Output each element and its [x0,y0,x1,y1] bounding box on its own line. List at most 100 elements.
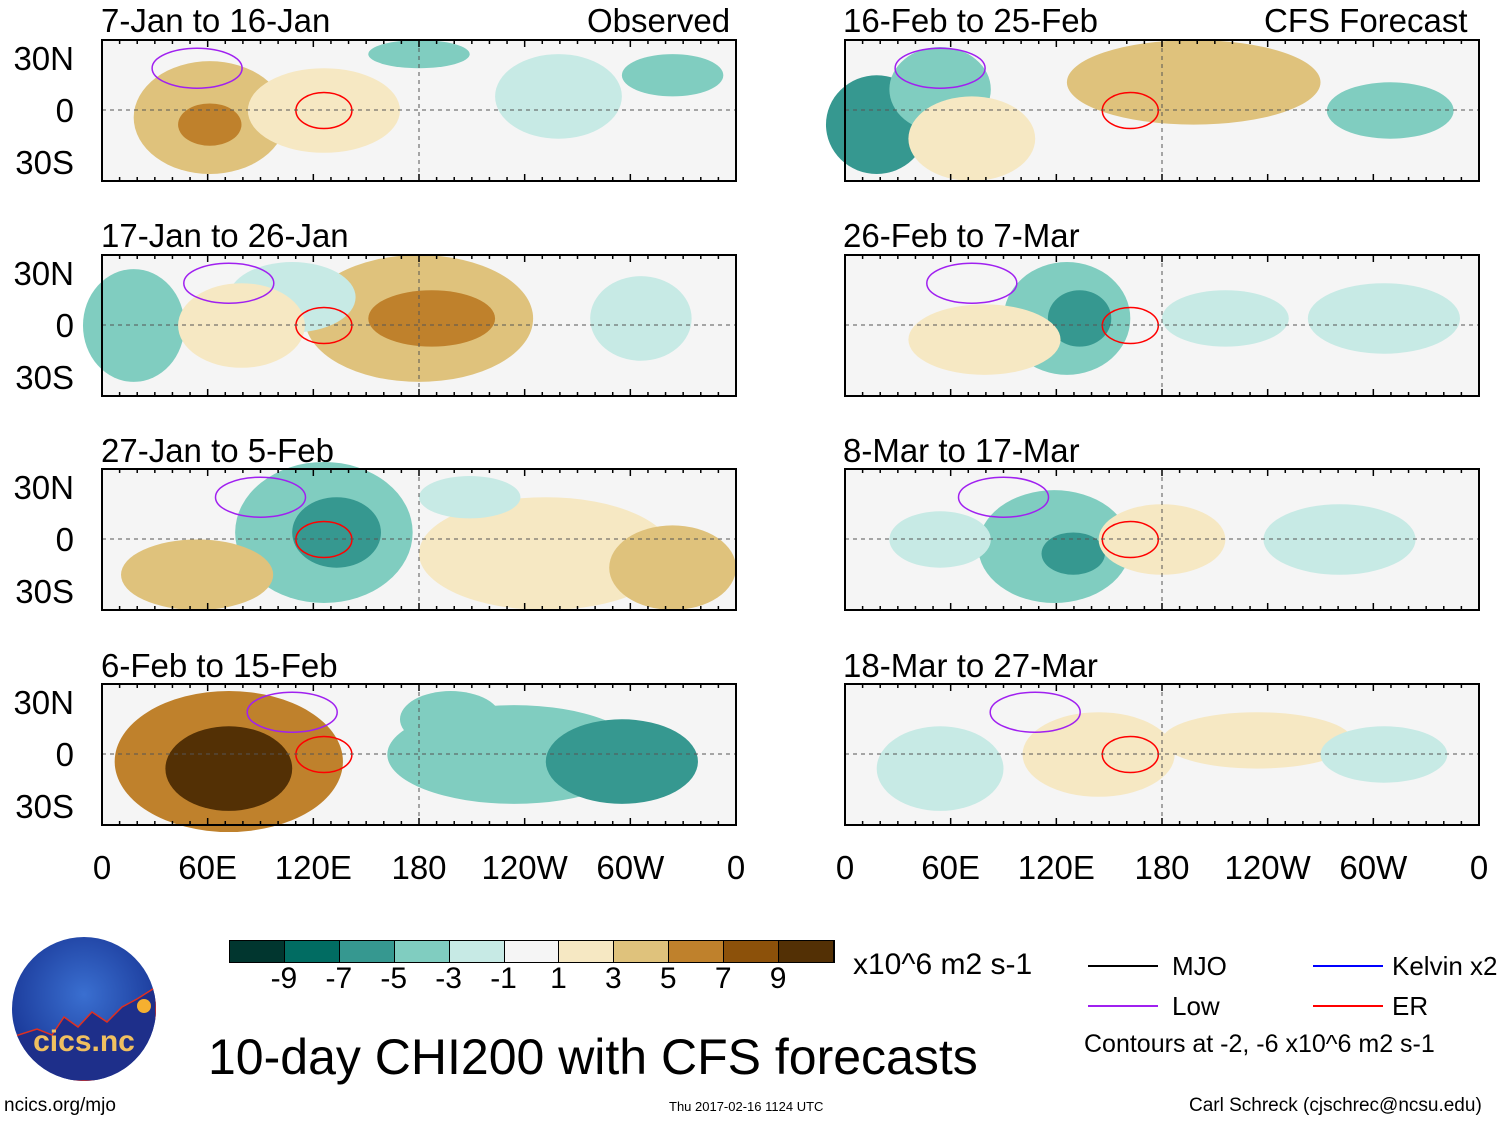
map-panel [101,683,737,833]
map-panel [844,468,1480,611]
colorbar-tick-label: 5 [659,962,677,995]
map-panel [101,461,737,611]
low-contour [246,691,338,733]
colorbar-swatch [724,941,780,962]
legend-er-label: ER [1392,991,1429,1021]
colorbar-swatch [230,941,285,962]
low-contour [989,691,1081,733]
lat-label: 0 [55,736,74,773]
low-contour [151,47,243,89]
colorbar-tick-label: 3 [605,962,622,995]
lat-label: 0 [55,307,74,344]
anomaly-region [419,497,673,610]
lon-label: 120W [1224,849,1311,886]
figure-title: 10-day CHI200 with CFS forecasts [208,1029,978,1085]
lon-label: 180 [391,849,447,886]
lon-label: 60W [596,849,665,886]
anomaly-region [82,269,185,382]
lat-label: 0 [55,92,74,129]
anomaly-region [908,96,1036,181]
legend-low-line [1088,1005,1158,1007]
panel-title: 18-Mar to 27-Mar [843,647,1098,684]
anomaly-region [292,497,381,568]
lat-label: 30S [15,788,74,825]
lat-label: 30S [15,144,74,181]
colorbar-tick-label: -1 [490,962,517,995]
legend-kelvin-label: Kelvin x2 [1392,951,1498,981]
legend-er-line [1313,1005,1383,1007]
lon-label: 0 [92,849,112,886]
anomaly-region [621,54,724,97]
anomaly-region [165,726,293,811]
panel-title: 8-Mar to 17-Mar [843,432,1080,469]
map-panel [844,254,1480,397]
map-panel [844,683,1480,826]
colorbar-tick-label: 7 [714,962,732,995]
anomaly-region [1041,532,1105,575]
anomaly-region [247,68,400,153]
logo-text: cics.nc [33,1025,135,1058]
anomaly-region [399,691,502,748]
colorbar-tick-label: -5 [380,962,408,995]
lat-label: 30N [13,255,74,292]
anomaly-region [1066,40,1321,125]
cics-logo: cics.nc [12,937,156,1081]
anomaly-region [495,54,622,139]
colorbar-swatch [779,941,834,962]
colorbar-swatch [669,941,725,962]
lon-label: 0 [726,849,746,886]
colorbar-swatch [284,941,340,962]
lon-label: 0 [1469,849,1489,886]
colorbar-swatch [559,941,615,962]
colorbar-tick-label: -3 [435,962,462,995]
lat-label: 0 [55,521,74,558]
colorbar-swatch [449,941,505,962]
panel-title: 7-Jan to 16-Jan [101,2,331,39]
colorbar [229,940,835,963]
map-panel [101,39,737,182]
colorbar-tick-label: 9 [769,962,787,995]
contour-note: Contours at -2, -6 x10^6 m2 s-1 [1084,1030,1435,1058]
anomaly-region [889,511,991,568]
anomaly-region [368,290,496,347]
anomaly-region [121,539,274,610]
footer-author: Carl Schreck (cjschrec@ncsu.edu) [1189,1095,1482,1116]
colorbar-swatch [339,941,395,962]
lon-label: 0 [835,849,855,886]
lon-label: 120E [1017,849,1095,886]
colorbar-swatch [614,941,670,962]
lon-label: 120E [274,849,352,886]
anomaly-region [1162,290,1289,347]
cfs-forecast-label: CFS Forecast [1264,2,1468,39]
colorbar-tick-label: -7 [325,962,353,995]
lat-label: 30N [13,469,74,506]
lat-label: 30N [13,684,74,721]
low-contour [183,262,275,304]
panel-title: 6-Feb to 15-Feb [101,647,338,684]
lat-label: 30S [15,359,74,396]
panel-title: 26-Feb to 7-Mar [843,217,1080,254]
colorbar-swatch [504,941,560,962]
anomaly-region [1307,283,1460,354]
anomaly-region [609,525,736,610]
colorbar-tick-label: -9 [270,962,298,995]
panel-title: 16-Feb to 25-Feb [843,2,1098,39]
lat-label: 30S [15,573,74,610]
anomaly-region [1022,712,1175,797]
colorbar-tick-label: 1 [550,962,567,995]
anomaly-region [908,304,1061,375]
lat-label: 30N [13,40,74,77]
observed-label: Observed [587,2,731,39]
footer-timestamp: Thu 2017-02-16 1124 UTC [669,1099,824,1114]
map-panel [82,254,737,397]
legend-kelvin-line [1313,965,1383,967]
low-contour [926,262,1018,304]
lon-label: 180 [1134,849,1190,886]
anomaly-region [1047,290,1112,347]
footer-url[interactable]: ncics.org/mjo [4,1095,116,1116]
anomaly-region [419,476,521,519]
anomaly-region [1263,504,1416,575]
colorbar-swatch [394,941,450,962]
low-contour [894,47,986,89]
